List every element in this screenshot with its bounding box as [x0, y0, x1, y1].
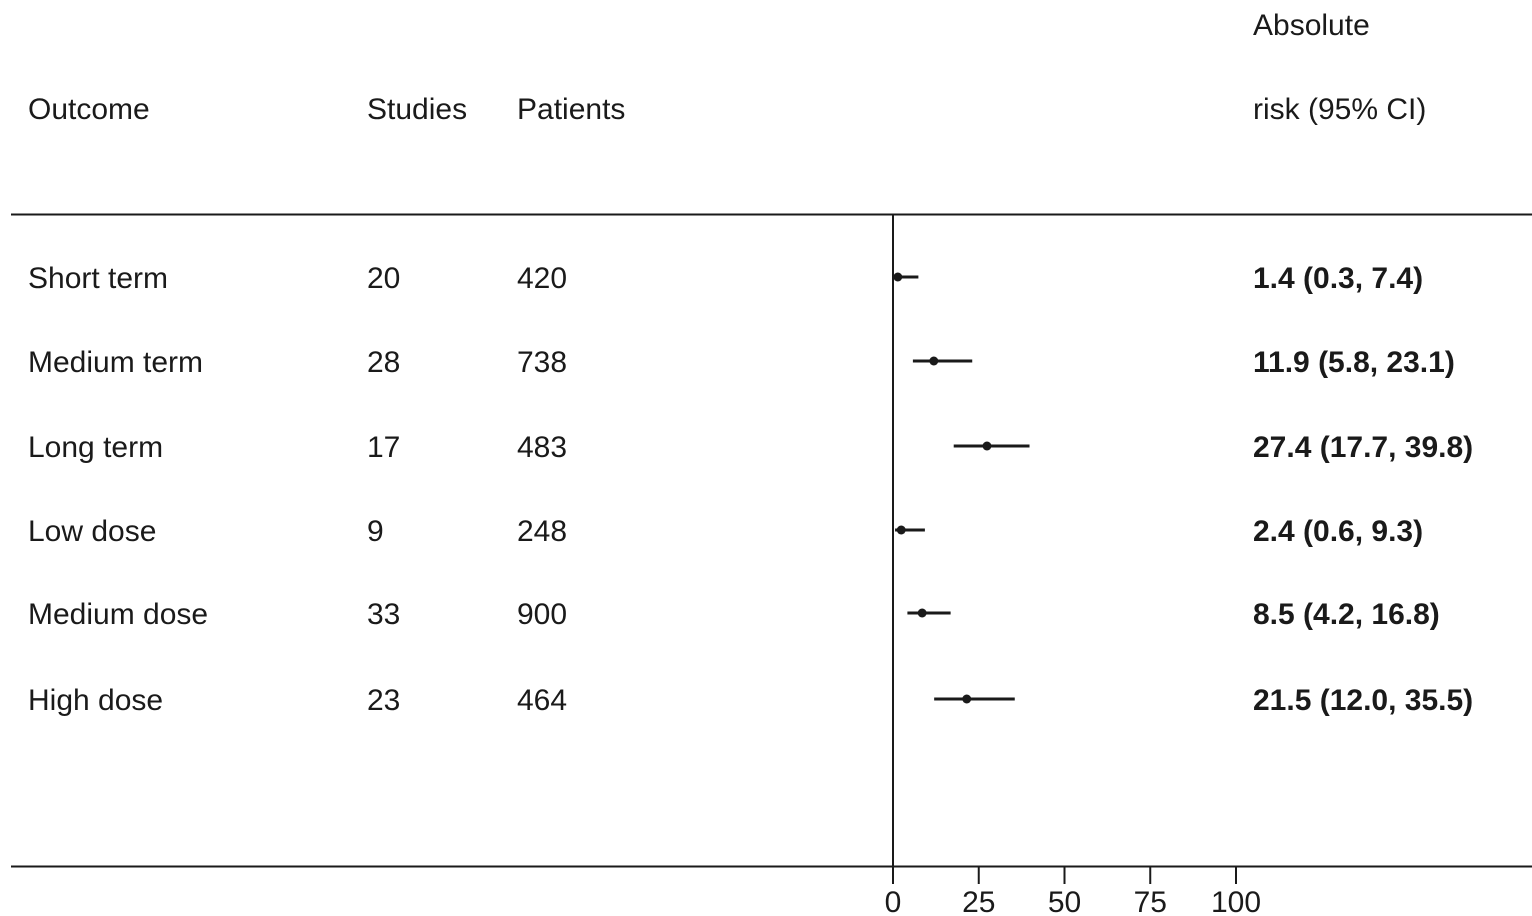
- outcome-label: Low dose: [28, 515, 156, 548]
- header-outcome: Outcome: [28, 93, 150, 126]
- patients-value: 464: [517, 684, 567, 717]
- outcome-label: High dose: [28, 684, 163, 717]
- point-estimate: [917, 608, 927, 618]
- rows-layer: Short term 20 420 1.4 (0.3, 7.4) Medium term…: [28, 262, 1473, 717]
- header-risk-line2: risk (95% CI): [1253, 93, 1426, 126]
- outcome-label: Long term: [28, 431, 163, 464]
- x-tick-label: 100: [1211, 886, 1261, 916]
- x-tick-label: 75: [1134, 886, 1167, 916]
- outcome-label: Medium dose: [28, 598, 208, 631]
- studies-value: 23: [367, 684, 400, 717]
- patients-value: 420: [517, 262, 567, 295]
- studies-value: 20: [367, 262, 400, 295]
- header-patients: Patients: [517, 93, 625, 126]
- point-estimate: [982, 441, 992, 451]
- patients-value: 738: [517, 346, 567, 379]
- header-studies: Studies: [367, 93, 467, 126]
- studies-value: 17: [367, 431, 400, 464]
- patients-value: 483: [517, 431, 567, 464]
- studies-value: 28: [367, 346, 400, 379]
- x-axis: 0 25 50 75 100: [885, 867, 1261, 916]
- x-tick-label: 0: [885, 886, 902, 916]
- point-estimate: [893, 272, 903, 282]
- risk-ci-label: 11.9 (5.8, 23.1): [1253, 346, 1455, 379]
- point-estimate: [962, 694, 972, 704]
- outcome-label: Medium term: [28, 346, 203, 379]
- risk-ci-label: 27.4 (17.7, 39.8): [1253, 431, 1473, 464]
- patients-value: 900: [517, 598, 567, 631]
- risk-ci-label: 1.4 (0.3, 7.4): [1253, 262, 1423, 295]
- point-estimate: [929, 356, 939, 366]
- risk-ci-label: 21.5 (12.0, 35.5): [1253, 684, 1473, 717]
- point-estimate: [896, 525, 906, 535]
- header-risk-line1: Absolute: [1253, 9, 1370, 42]
- studies-value: 33: [367, 598, 400, 631]
- outcome-label: Short term: [28, 262, 168, 295]
- risk-ci-label: 2.4 (0.6, 9.3): [1253, 515, 1423, 548]
- patients-value: 248: [517, 515, 567, 548]
- x-tick-label: 25: [962, 886, 995, 916]
- risk-ci-label: 8.5 (4.2, 16.8): [1253, 598, 1440, 631]
- x-tick-label: 50: [1048, 886, 1081, 916]
- studies-value: 9: [367, 515, 384, 548]
